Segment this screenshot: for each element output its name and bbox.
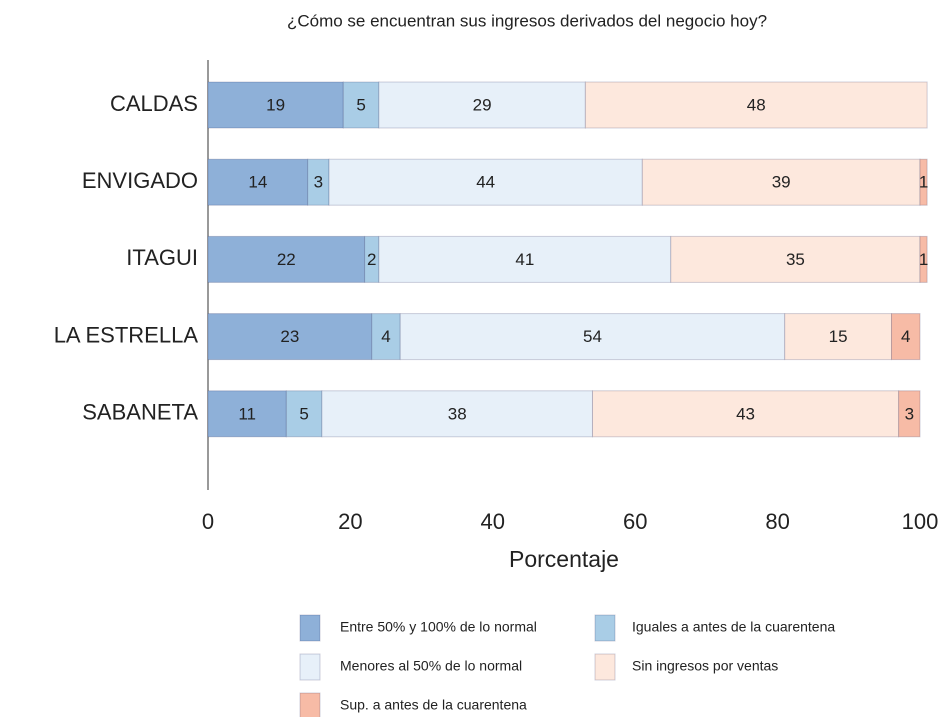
y-tick-label: LA ESTRELLA [54,322,199,347]
bar-segment [919,235,928,283]
x-tick-label: 20 [338,509,362,534]
bar-value-label: 19 [266,95,285,114]
bar-value-label: 15 [829,327,848,346]
bar-value-label: 11 [238,404,256,423]
bar-value-label: 5 [356,95,365,114]
bar-segment [328,158,643,206]
x-axis-label: Porcentaje [509,546,619,572]
bar-segment [399,313,786,361]
legend-swatch [299,692,321,717]
bar-segment [898,390,921,438]
bar-value-label: 54 [583,327,602,346]
bar-segment [378,81,586,129]
bar-segment [285,390,323,438]
y-tick-label: ITAGUI [126,245,198,270]
legend-swatch [594,614,616,642]
bar-value-label: 44 [476,173,495,192]
legend-label: Menores al 50% de lo normal [340,658,522,674]
legend-label: Entre 50% y 100% de lo normal [340,619,537,635]
bar-segment [891,313,921,361]
bar-value-label: 4 [901,327,910,346]
bar-value-label: 43 [736,404,755,423]
bar-segment [342,81,380,129]
bar-segment [371,313,401,361]
bar-value-label: 22 [277,250,296,269]
bar-value-label: 1 [919,250,928,269]
bar-segment [207,235,366,283]
bar-segment [784,313,893,361]
bar-segment [584,81,928,129]
y-tick-label: CALDAS [110,91,198,116]
bar-value-label: 4 [381,327,390,346]
y-tick-label: ENVIGADO [82,168,198,193]
bar-value-label: 39 [772,173,791,192]
x-tick-label: 80 [765,509,789,534]
bar-segment [207,313,373,361]
bar-value-label: 48 [747,95,766,114]
bar-value-label: 29 [473,95,492,114]
legend-swatch [299,614,321,642]
bar-value-label: 1 [919,173,928,192]
x-tick-label: 100 [902,509,939,534]
legend-label: Iguales a antes de la cuarentena [632,619,835,635]
legend-label: Sup. a antes de la cuarentena [340,697,527,713]
bar-value-label: 5 [299,404,308,423]
bar-value-label: 38 [448,404,467,423]
chart-title: ¿Cómo se encuentran sus ingresos derivad… [287,11,767,30]
bar-segment [207,390,287,438]
x-tick-label: 40 [481,509,505,534]
legend-swatch [299,653,321,681]
legend-swatch [594,653,616,681]
bar-segment [919,158,928,206]
bar-value-label: 35 [786,250,805,269]
bar-segment [670,235,921,283]
bar-value-label: 23 [280,327,299,346]
y-tick-label: SABANETA [82,400,198,425]
bar-value-label: 41 [515,250,534,269]
x-tick-label: 60 [623,509,647,534]
bar-value-label: 3 [905,404,914,423]
bar-value-label: 3 [314,173,323,192]
bar-segment [307,158,330,206]
legend-label: Sin ingresos por ventas [632,658,778,674]
x-tick-label: 0 [202,509,214,534]
bar-value-label: 14 [248,173,267,192]
bar-value-label: 2 [367,250,376,269]
